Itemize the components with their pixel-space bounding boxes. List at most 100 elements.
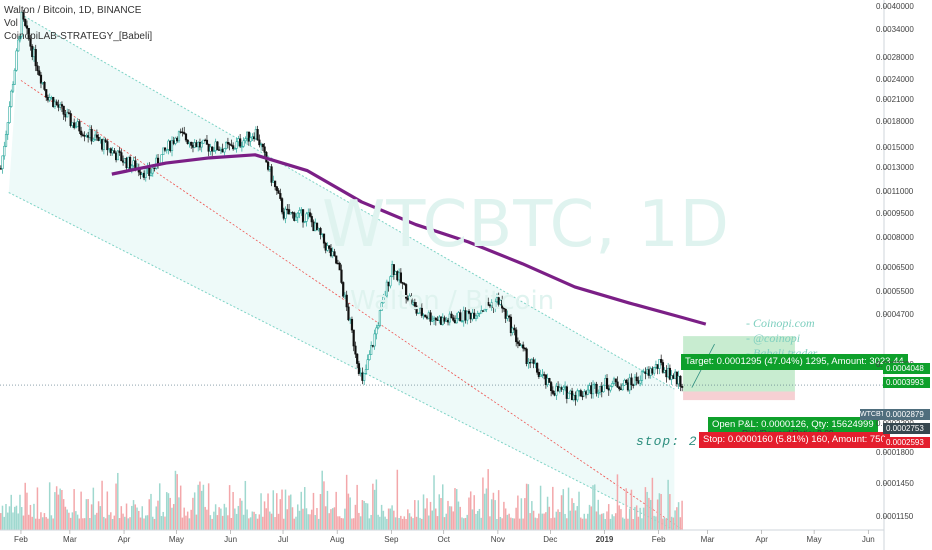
volume-bar [330,509,332,530]
candle-body [520,344,523,346]
candle-body [319,228,322,235]
candle-body [557,386,560,392]
candle-body [85,135,88,137]
stop-zone [683,391,795,401]
volume-bar [96,512,98,530]
candle-body [256,129,259,141]
volume-bar [242,514,245,530]
candle-body [88,129,91,138]
volume-bar [511,518,514,530]
volume-bar [141,506,144,530]
volume-bar [475,513,477,530]
candle-body [279,193,282,199]
volume-bar [153,518,156,530]
candle-body [359,372,362,375]
candle-body [525,348,528,364]
candle-body [609,386,612,391]
candle-body [251,136,254,139]
volume-bar [506,514,509,530]
candle-body [401,282,404,284]
volume-bar [190,509,192,530]
volume-bar [370,514,372,530]
volume-bar [485,488,488,530]
volume-bar [576,506,579,530]
volume-bar [393,510,395,530]
volume-bar [639,507,641,530]
candle-body [221,148,224,153]
candle-body [141,172,144,175]
candle-body [43,82,46,90]
volume-bar [150,493,152,530]
candle-body [350,318,354,331]
candle-body [515,329,518,343]
volume-bar [573,502,575,530]
stop-label: Stop: 0.0000160 (5.81%) 160, Amount: 750 [699,432,890,448]
volume-bar [103,516,105,530]
volume-bar [503,501,505,530]
volume-bar [672,517,675,530]
target-label: Target: 0.0001295 (47.04%) 1295, Amount:… [681,354,908,370]
volume-bar [454,488,456,530]
candle-body [555,386,558,396]
volume-bar [43,513,46,530]
candle-body [602,384,605,393]
volume-bar [253,511,255,530]
candle-body [218,149,221,151]
volume-bar [317,518,320,530]
volume-bar [415,516,418,530]
volume-bar [597,499,599,530]
volume-bar [569,510,572,530]
volume-bar [85,499,88,530]
candle-body [50,96,53,99]
candle-body [18,35,22,41]
candle-body [216,141,219,151]
candle-body [677,375,680,385]
month-tick-label: 2019 [595,535,614,544]
candle-body [0,168,2,170]
volume-bar [255,513,257,530]
volume-bar [302,508,304,530]
candle-body [328,245,331,249]
candle-body [425,316,429,319]
volume-bar [223,503,226,530]
price-tick-label: 0.0004700 [876,309,914,319]
candle-body [665,369,668,378]
volume-bar [164,516,166,530]
volume-bar [305,508,308,530]
candle-body [209,146,212,152]
volume-bar [531,501,533,530]
volume-bar [293,518,296,530]
candle-body [144,168,147,178]
volume-bar [424,508,427,530]
candle-body [336,262,340,265]
candle-body [534,362,537,365]
volume-bar [97,501,100,530]
price-tick-label: 0.0034000 [876,25,914,35]
candle-body [584,391,588,395]
volume-bar [279,499,282,530]
volume-bar [192,497,194,530]
channel-lower-line [8,192,675,531]
volume-bar [625,488,627,530]
volume-bar [352,518,355,530]
candle-body [270,166,273,183]
volume-bar [113,515,116,530]
candle-body [170,140,174,151]
month-tick-label: Feb [14,535,28,544]
volume-bar [64,506,67,530]
candle-body [570,390,574,401]
candle-body [487,302,490,306]
volume-bar [288,495,290,530]
candle-body [233,148,237,150]
volume-bar [646,491,648,530]
volume-bar [421,518,423,530]
volume-bar [389,508,392,530]
volume-bar [235,513,238,530]
volume-bar [651,477,654,530]
candle-body [183,132,186,135]
candle-body [485,302,488,310]
candle-body [530,359,533,363]
volume-bar [234,508,236,530]
candle-body [647,369,651,376]
